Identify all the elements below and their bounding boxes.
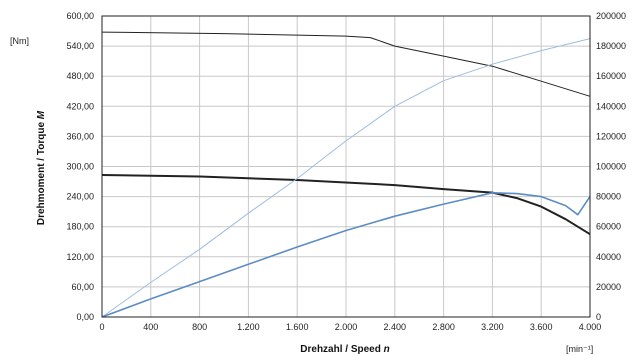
y2-tick-label: 40000 (596, 252, 621, 262)
y-tick-label: 420,00 (66, 101, 94, 111)
y2-tick-label: 20000 (596, 282, 621, 292)
y-tick-label: 60,00 (71, 282, 94, 292)
y-tick-labels: 0,00 60,00 120,00 180,00 240,00 300,00 360,00 4… (66, 11, 94, 322)
y-tick-label: 240,00 (66, 192, 94, 202)
y-axis-title: Drehmoment / Torque M (36, 110, 47, 225)
y2-tick-label: 140000 (596, 101, 626, 111)
x-tick-labels: 0 400 800 1.200 1.600 2.000 2.400 2.800 3.200 3.6… (99, 322, 601, 332)
y2-tick-label: 160000 (596, 71, 626, 81)
y2-tick-label: 80000 (596, 192, 621, 202)
x-tick-label: 1.600 (286, 322, 309, 332)
x-tick-label: 3.200 (481, 322, 504, 332)
y2-tick-labels: 0 20000 40000 60000 80000 100000 120000 140000 1… (596, 11, 626, 322)
x-tick-label: 4.000 (579, 322, 602, 332)
y-tick-label: 540,00 (66, 41, 94, 51)
y2-tick-label: 60000 (596, 222, 621, 232)
y-tick-label: 300,00 (66, 162, 94, 172)
x-tick-label: 0 (99, 322, 104, 332)
x-tick-label: 800 (192, 322, 207, 332)
y2-tick-label: 200000 (596, 11, 626, 21)
x-unit-label: [min⁻¹] (566, 344, 593, 354)
x-tick-label: 2.000 (335, 322, 358, 332)
x-axis-symbol: n (384, 344, 390, 355)
y2-tick-label: 100000 (596, 162, 626, 172)
y2-tick-label: 180000 (596, 41, 626, 51)
x-tick-label: 3.600 (530, 322, 553, 332)
y2-tick-label: 120000 (596, 131, 626, 141)
y-tick-label: 180,00 (66, 222, 94, 232)
x-tick-label: 400 (143, 322, 158, 332)
y2-tick-label: 0 (596, 312, 601, 322)
grid-lines (102, 16, 590, 317)
y-axis-symbol: M (36, 110, 47, 119)
y-tick-label: 0,00 (76, 312, 94, 322)
y-axis-title-text: Drehmoment / Torque (36, 119, 47, 225)
x-tick-label: 1.200 (237, 322, 260, 332)
y-tick-label: 360,00 (66, 131, 94, 141)
x-axis-title-text: Drehzahl / Speed (300, 344, 383, 355)
y-unit-label: [Nm] (10, 36, 29, 46)
y-tick-label: 120,00 (66, 252, 94, 262)
x-tick-label: 2.800 (432, 322, 455, 332)
x-axis-title: Drehzahl / Speed n (300, 344, 389, 355)
x-tick-label: 2.400 (384, 322, 407, 332)
y-tick-label: 480,00 (66, 71, 94, 81)
y-tick-label: 600,00 (66, 11, 94, 21)
